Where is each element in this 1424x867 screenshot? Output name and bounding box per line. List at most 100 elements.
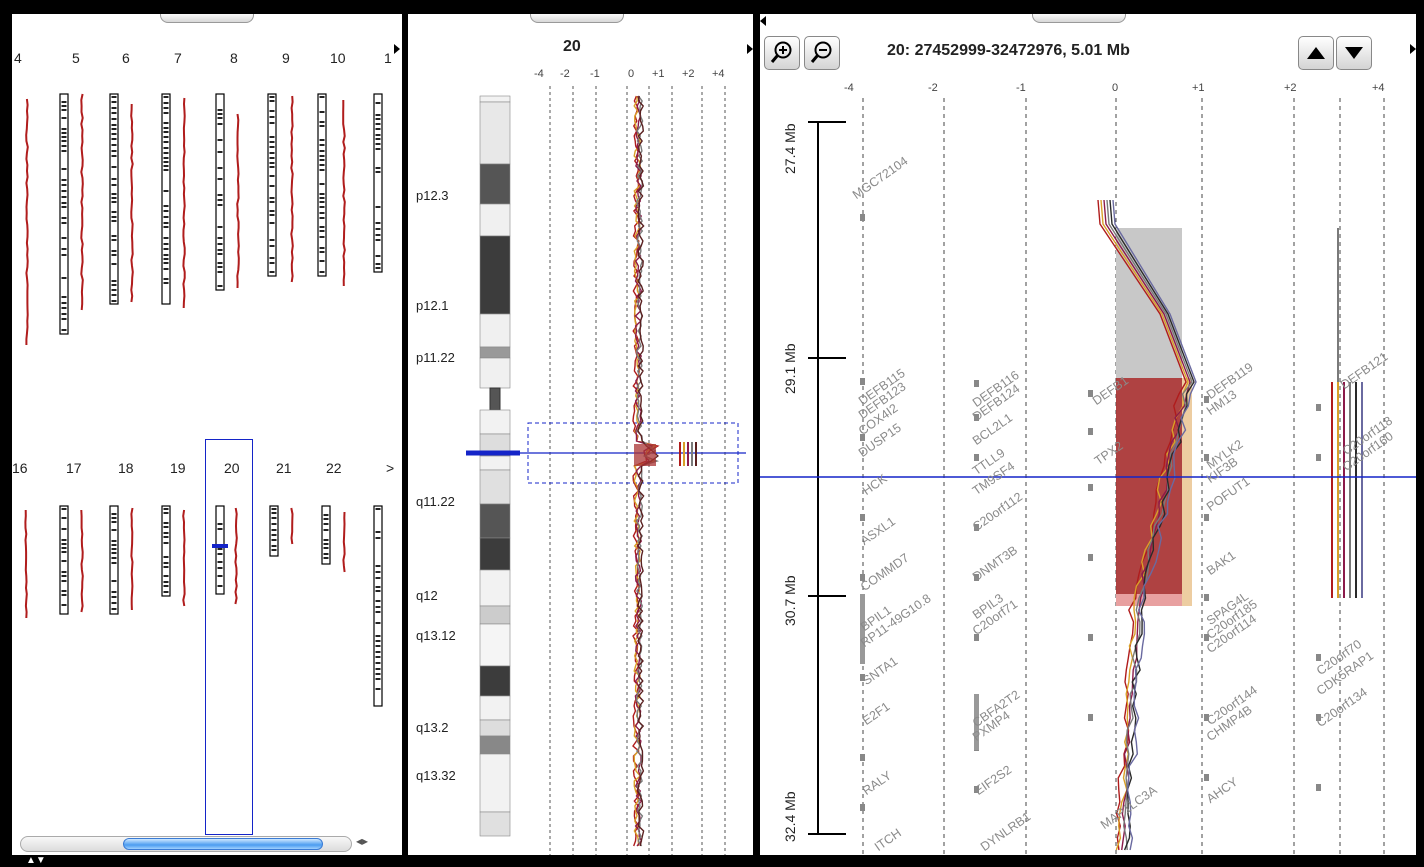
ideogram-band <box>218 109 223 111</box>
ideogram-band <box>62 277 67 279</box>
ideogram-band <box>112 513 117 515</box>
ideogram-band <box>62 117 67 119</box>
chromosome-ideogram <box>374 94 382 272</box>
cytoband <box>480 164 510 204</box>
ideogram-band <box>112 197 117 199</box>
ideogram-band <box>62 575 67 577</box>
ideogram-band <box>112 544 117 546</box>
ideogram-band <box>112 517 117 519</box>
ideogram-band <box>112 552 117 554</box>
ideogram-band <box>270 136 275 138</box>
gene-marker <box>1088 554 1093 561</box>
gene-marker <box>1088 714 1093 721</box>
ideogram-band <box>62 217 67 219</box>
ideogram-band <box>62 590 67 592</box>
ideogram-band <box>112 280 117 282</box>
cytoband <box>480 720 510 736</box>
scroll-arrows-icon[interactable]: ◂▸ <box>356 834 368 848</box>
ideogram-band <box>164 585 169 587</box>
ideogram-band <box>62 145 67 147</box>
scrollbar-thumb[interactable] <box>123 838 323 850</box>
ideogram-band <box>270 122 275 124</box>
mb-axis-label: 27.4 Mb <box>782 123 798 174</box>
ideogram-band <box>164 107 169 109</box>
ideogram-band <box>270 197 275 199</box>
ideogram-band <box>270 152 275 154</box>
ideogram-band <box>376 606 381 608</box>
ideogram-band <box>164 102 169 104</box>
ideogram-band <box>376 171 381 173</box>
ideogram-band <box>164 165 169 167</box>
ideogram-band <box>270 201 275 203</box>
copy-number-trace <box>131 104 133 302</box>
ideogram-band <box>270 157 275 159</box>
ideogram-band <box>218 226 223 228</box>
ideogram-band <box>164 562 169 564</box>
ideogram-band <box>164 254 169 256</box>
ideogram-band <box>376 651 381 653</box>
ideogram-band <box>270 116 275 118</box>
ideogram-band <box>164 152 169 154</box>
copy-number-trace <box>237 114 239 288</box>
ideogram-band <box>324 529 329 531</box>
ideogram-band <box>164 169 169 171</box>
ideogram-band <box>218 194 223 196</box>
ideogram-band <box>164 581 169 583</box>
ideogram-band <box>270 239 275 241</box>
ideogram-band <box>320 150 325 152</box>
gene-marker <box>860 514 865 521</box>
ideogram-band <box>376 586 381 588</box>
ideogram-band <box>62 179 67 181</box>
region-detail-canvas[interactable] <box>760 14 1416 855</box>
ideogram-band <box>272 508 277 510</box>
ideogram-band <box>112 138 117 140</box>
ideogram-band <box>112 128 117 130</box>
ideogram-band <box>272 523 277 525</box>
ideogram-band <box>272 529 277 531</box>
resize-arrows-icon[interactable]: ▲▼ <box>26 855 46 866</box>
ideogram-band <box>164 542 169 544</box>
ideogram-band <box>376 565 381 567</box>
ideogram-band <box>112 250 117 252</box>
gene-marker <box>1088 634 1093 641</box>
ideogram-band <box>376 239 381 241</box>
ideogram-band <box>62 547 67 549</box>
ideogram-band <box>62 329 67 331</box>
ideogram-band <box>270 110 275 112</box>
copy-number-trace <box>131 508 132 610</box>
ideogram-band <box>62 150 67 152</box>
ideogram-band <box>218 178 223 180</box>
ideogram-band <box>270 166 275 168</box>
ideogram-band <box>376 255 381 257</box>
ideogram-band <box>218 249 223 251</box>
ideogram-band <box>112 166 117 168</box>
ideogram-band <box>62 140 67 142</box>
ideogram-band <box>376 640 381 642</box>
ideogram-band <box>376 234 381 236</box>
cytoband <box>480 696 510 720</box>
ideogram-band <box>164 575 169 577</box>
ideogram-band <box>62 571 67 573</box>
gene-marker <box>1204 774 1209 781</box>
genome-overview-panel: 4 5 6 7 8 9 10 1 16 17 18 19 20 21 22 > … <box>12 14 402 855</box>
cytoband <box>480 358 510 388</box>
ideogram-band <box>164 131 169 133</box>
cytoband <box>480 666 510 696</box>
ideogram-band <box>376 571 381 573</box>
ideogram-band <box>376 118 381 120</box>
ideogram-band <box>376 678 381 680</box>
ideogram-band <box>270 210 275 212</box>
amplified-segment <box>634 444 656 466</box>
chromosome-ideogram-canvas[interactable] <box>408 14 753 855</box>
ideogram-band <box>218 123 223 125</box>
horizontal-scrollbar[interactable] <box>20 836 352 852</box>
ideogram-band <box>112 118 117 120</box>
ideogram-band <box>112 107 117 109</box>
gene-marker <box>1204 594 1209 601</box>
gene-marker <box>860 804 865 811</box>
selected-chromosome-box[interactable] <box>205 439 253 835</box>
ideogram-band <box>272 512 277 514</box>
ideogram-band <box>62 132 67 134</box>
copy-number-trace <box>635 96 652 846</box>
ideogram-band <box>320 96 325 98</box>
